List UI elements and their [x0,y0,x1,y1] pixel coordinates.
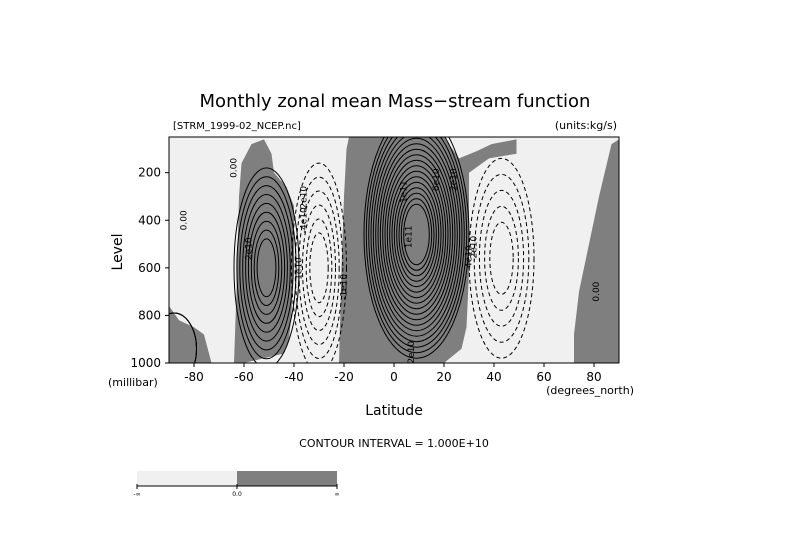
x-tick-label: 40 [486,370,501,384]
contour-line [233,167,300,363]
contour-label: 1e11 [405,226,415,249]
file-label: [STRM_1999-02_NCEP.nc] [173,121,301,132]
contour-line [377,143,456,326]
contour-label: 2e10 [450,168,460,191]
contour-label: 2e10 [407,341,417,364]
contour-line [298,190,340,346]
colorbar-label: -∞ [133,491,140,498]
south-polar-cell-positive [169,312,197,363]
contour-line [389,170,444,299]
southern-hadley-negative [291,162,347,363]
contour-line [239,185,294,351]
contour-line [386,165,447,304]
y-tick-label: 1000 [130,356,161,370]
contour-line [398,192,435,277]
contour-label: -1e10 [295,257,305,283]
contour-label: 0.00 [592,281,602,301]
y-tick-labels: 200 400 600 800 1000 [130,166,169,370]
contour-line [169,312,197,363]
contour-label: -4e10 [465,245,475,271]
y-tick-label: 800 [138,308,161,322]
units-label: (units:kg/s) [555,119,617,132]
northern-ferrel-negative [468,157,535,359]
contour-label: 0.00 [230,158,240,178]
contour-line [400,198,433,271]
contour-label: 2e10 [245,237,255,260]
contour-line [403,203,430,266]
contour-line [291,162,347,363]
contour-line [478,189,525,327]
contour-label: -1e10 [340,274,350,300]
contour-label: -4e10 [300,207,310,233]
northern-hadley-positive [363,137,470,359]
contour-line [245,202,288,333]
x-unit-label: (degrees_north) [546,384,634,397]
contour-label: 0.00 [180,210,190,230]
colorbar-label: ∞ [335,491,340,498]
contour-line [391,176,442,293]
contour-line [489,221,514,295]
y-unit-label: (millibar) [108,376,158,389]
x-tick-label: 20 [436,370,451,384]
contour-line [393,181,440,288]
plot-area: 0.000.002e10-2e10-4e10-1e10-1e101e111e11… [168,136,620,364]
contour-line [309,232,329,304]
colorbar-negative [137,471,237,486]
contour-line [375,137,458,332]
contour-line [363,137,470,359]
contour-line [384,159,449,310]
y-tick-label: 600 [138,261,161,275]
contour-label: -2e10 [470,236,480,262]
x-tick-labels: -80 -60 -40 -20 0 20 40 60 80 [184,363,602,384]
contour-line [302,204,336,332]
contour-line [253,229,280,306]
contour-line [379,148,454,321]
x-tick-label: -20 [334,370,354,384]
contour-line [256,238,277,298]
x-tick-label: -60 [234,370,254,384]
y-tick-label: 200 [138,166,161,180]
contour-line [370,137,463,343]
contour-line [372,137,461,337]
contour-line [294,176,344,359]
contour-line [247,211,286,324]
shade-south-pole [169,305,212,363]
southern-ferrel-positive [233,167,300,363]
contour-line [396,187,437,282]
x-tick-label: -80 [184,370,204,384]
contour-line [236,176,297,360]
contour-line [473,173,530,343]
contour-line [305,218,333,318]
colorbar-label: 0.0 [232,491,242,498]
contour-line [242,193,291,342]
contour-line [365,137,468,354]
contour-line [484,205,519,311]
contour-label: 1e11 [400,180,410,203]
y-axis-label: Level [110,234,126,271]
contour-label: 6e10 [432,168,442,191]
colorbar-positive [237,471,337,486]
chart-title: Monthly zonal mean Mass−stream function [200,91,591,112]
shade-north-pole [574,139,619,363]
x-tick-label: 60 [536,370,551,384]
colorbar: -∞ 0.0 ∞ [133,471,340,498]
contour-line [468,157,535,359]
x-tick-label: 80 [586,370,601,384]
x-tick-label: -40 [284,370,304,384]
contour-line [368,137,465,348]
contour-interval-text: CONTOUR INTERVAL = 1.000E+10 [299,437,489,450]
x-tick-label: 0 [390,370,398,384]
contour-line [250,220,283,315]
y-tick-label: 400 [138,213,161,227]
x-axis-label: Latitude [365,403,423,419]
contour-line [382,154,451,315]
contour-label: -2e10 [300,186,310,212]
